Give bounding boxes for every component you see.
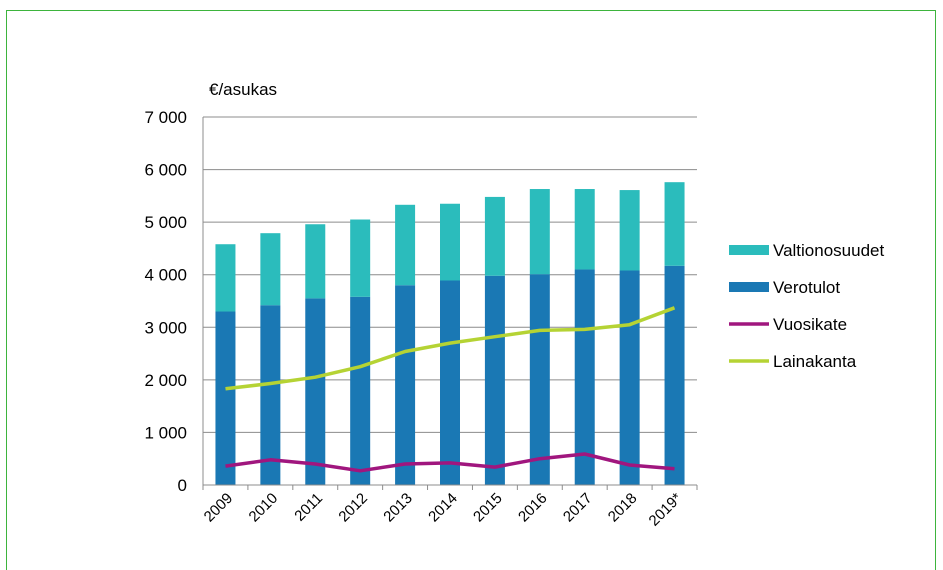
y-tick-label: 7 000 [144, 108, 187, 127]
x-tick-label: 2019* [646, 490, 686, 530]
bar-valtionosuudet [260, 233, 280, 305]
y-axis-unit-label: €/asukas [209, 80, 277, 99]
legend-swatch-valtionosuudet [729, 245, 769, 255]
bar-valtionosuudet [620, 190, 640, 270]
bar-valtionosuudet [485, 197, 505, 276]
y-tick-label: 2 000 [144, 371, 187, 390]
bar-verotulot [485, 276, 505, 485]
bar-verotulot [620, 271, 640, 485]
x-tick-label: 2009 [201, 490, 237, 526]
legend-label-verotulot: Verotulot [773, 278, 840, 297]
bar-valtionosuudet [530, 189, 550, 274]
bar-valtionosuudet [305, 224, 325, 298]
y-tick-label: 1 000 [144, 423, 187, 442]
bar-valtionosuudet [575, 189, 595, 269]
y-tick-label: 4 000 [144, 266, 187, 285]
legend-label-lainakanta: Lainakanta [773, 352, 857, 371]
bar-verotulot [260, 305, 280, 485]
legend-label-valtionosuudet: Valtionosuudet [773, 241, 884, 260]
legend-swatch-verotulot [729, 282, 769, 292]
bar-verotulot [215, 312, 235, 485]
bar-verotulot [395, 285, 415, 485]
bars [215, 182, 684, 485]
legend-label-vuosikate: Vuosikate [773, 315, 847, 334]
bar-valtionosuudet [395, 205, 415, 285]
bar-verotulot [530, 274, 550, 485]
bar-verotulot [350, 297, 370, 485]
y-tick-label: 3 000 [144, 318, 187, 337]
x-tick-label: 2015 [470, 490, 506, 526]
bar-valtionosuudet [350, 220, 370, 297]
bar-verotulot [665, 266, 685, 485]
chart-svg: €/asukas 0 1 000 2 000 3 000 4 000 5 000 6 000… [7, 11, 935, 563]
x-tick-label: 2011 [291, 490, 326, 525]
x-tick-label: 2013 [380, 490, 416, 526]
bar-valtionosuudet [665, 182, 685, 266]
chart-frame: €/asukas 0 1 000 2 000 3 000 4 000 5 000 6 000… [6, 10, 936, 570]
y-tick-label: 5 000 [144, 213, 187, 232]
bar-valtionosuudet [215, 244, 235, 311]
y-tick-label: 0 [178, 476, 187, 495]
legend: Valtionosuudet Verotulot Vuosikate Lainakan… [729, 241, 884, 371]
x-tick-label: 2016 [515, 490, 551, 526]
y-tick-label: 6 000 [144, 161, 187, 180]
y-tick-labels: 0 1 000 2 000 3 000 4 000 5 000 6 000 7 000 [144, 108, 187, 495]
x-tick-label: 2014 [425, 490, 461, 526]
bar-verotulot [440, 280, 460, 485]
x-tick-label: 2017 [560, 490, 596, 526]
x-tick-label: 2018 [605, 490, 641, 526]
bar-valtionosuudet [440, 204, 460, 281]
x-tick-label: 2010 [246, 490, 282, 526]
bar-verotulot [305, 298, 325, 485]
x-tick-label: 2012 [335, 490, 371, 526]
